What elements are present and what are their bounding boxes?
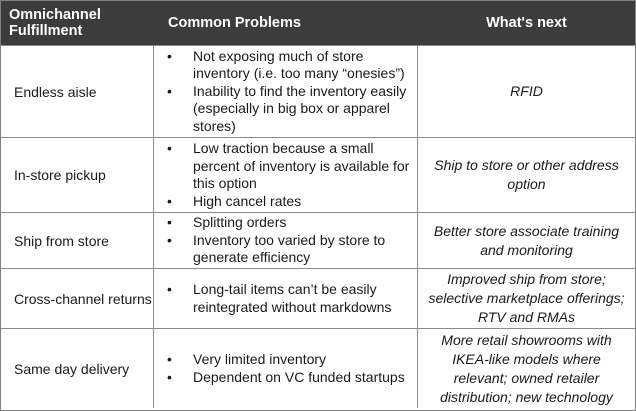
problem-item: Inability to find the inventory easily (… [154, 83, 413, 136]
problem-item: Not exposing much of store inventory (i.… [154, 48, 413, 83]
problem-item: Dependent on VC funded startups [154, 369, 405, 387]
row-problems: Long-tail items can’t be easily reintegr… [154, 268, 418, 328]
header-omnichannel-fulfillment: Omnichannel Fulfillment [1, 1, 154, 45]
row-problems: Not exposing much of store inventory (i.… [154, 45, 418, 137]
problem-item: Splitting orders [154, 214, 413, 232]
header-whats-next: What's next [418, 1, 635, 45]
row-next: Improved ship from store; selective mark… [418, 268, 635, 328]
row-next: More retail showrooms with IKEA-like mod… [418, 328, 635, 408]
row-channel: Same day delivery [1, 328, 154, 408]
row-channel: Cross-channel returns [1, 268, 154, 328]
row-channel: Endless aisle [1, 45, 154, 137]
header-common-problems: Common Problems [154, 1, 418, 45]
row-next: RFID [418, 45, 635, 137]
row-problems: Low traction because a small percent of … [154, 137, 418, 212]
row-next: Ship to store or other address option [418, 137, 635, 212]
row-problems: Splitting orders Inventory too varied by… [154, 212, 418, 268]
problem-item: High cancel rates [154, 193, 413, 211]
row-channel: In-store pickup [1, 137, 154, 212]
problem-item: Long-tail items can’t be easily reintegr… [154, 281, 413, 316]
problem-item: Inventory too varied by store to generat… [154, 232, 413, 267]
row-next: Better store associate training and moni… [418, 212, 635, 268]
row-problems: Very limited inventory Dependent on VC f… [154, 328, 418, 408]
row-channel: Ship from store [1, 212, 154, 268]
problem-item: Low traction because a small percent of … [154, 140, 413, 193]
problem-item: Very limited inventory [154, 351, 405, 369]
